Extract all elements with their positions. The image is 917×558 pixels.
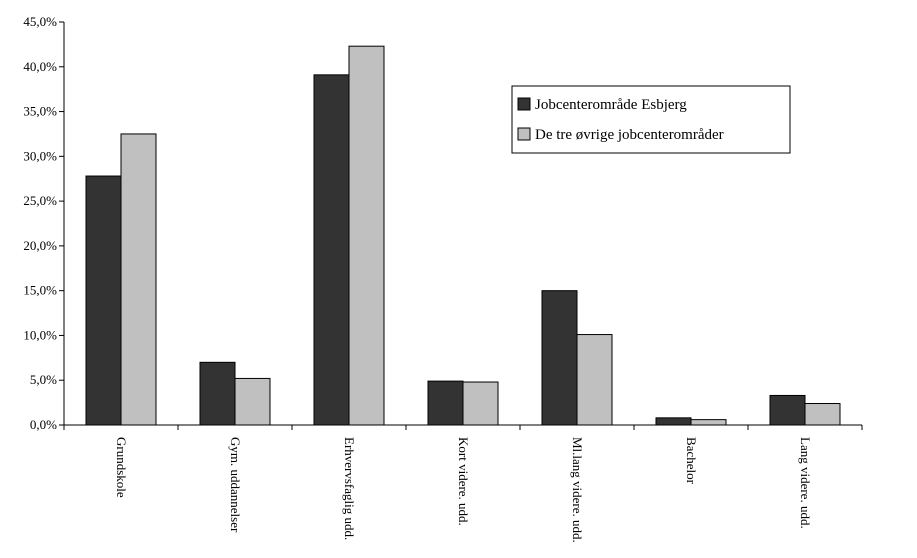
category-label: Gym. uddannelser	[228, 437, 243, 533]
y-tick-label: 20,0%	[23, 238, 57, 253]
category-label: Bachelor	[684, 437, 699, 485]
bar-esbjerg-6	[769, 394, 806, 426]
bar-oevrige-0	[120, 133, 157, 426]
bar-esbjerg-5	[655, 417, 692, 426]
y-tick-label: 40,0%	[23, 59, 57, 74]
y-tick-label: 45,0%	[23, 14, 57, 29]
bars	[85, 45, 841, 426]
bar-esbjerg-2	[313, 74, 350, 426]
legend-box	[511, 85, 791, 154]
category-label: Lang videre. udd.	[798, 437, 813, 529]
category-label: Grundskole	[114, 437, 129, 498]
bar-oevrige-1	[234, 377, 271, 426]
bar-oevrige-5	[690, 419, 727, 426]
legend-swatch	[517, 127, 531, 141]
category-labels: Grundskole Gym. uddannelser Erhvervsfaglig…	[114, 437, 813, 543]
y-tick-label: 10,0%	[23, 327, 57, 342]
category-label: Ml.lang videre. udd.	[570, 437, 585, 543]
y-axis: 0,0% 5,0% 10,0% 15,0% 20,0% 25,0% 30,0% 35,0% 40…	[23, 14, 65, 432]
category-label: Kort videre. udd.	[456, 437, 471, 526]
bar-esbjerg-0	[85, 175, 122, 426]
y-tick-label: 25,0%	[23, 193, 57, 208]
legend-swatch	[517, 97, 531, 111]
bar-oevrige-3	[462, 381, 499, 426]
x-axis	[63, 424, 863, 430]
bar-oevrige-4	[576, 334, 613, 426]
bar-esbjerg-1	[199, 361, 236, 426]
bar-esbjerg-4	[541, 290, 578, 426]
category-label: Erhvervsfaglig udd.	[342, 437, 357, 540]
y-tick-label: 15,0%	[23, 283, 57, 298]
y-tick-label: 0,0%	[30, 417, 57, 432]
legend: Jobcenterområde Esbjerg De tre øvrige job…	[511, 85, 791, 154]
bar-oevrige-6	[804, 403, 841, 426]
bar-oevrige-2	[348, 45, 385, 426]
y-tick-label: 30,0%	[23, 148, 57, 163]
y-tick-label: 5,0%	[30, 372, 57, 387]
legend-label: Jobcenterområde Esbjerg	[535, 97, 687, 113]
legend-label: De tre øvrige jobcenterområder	[535, 127, 724, 143]
bar-esbjerg-3	[427, 380, 464, 426]
y-tick-label: 35,0%	[23, 104, 57, 119]
